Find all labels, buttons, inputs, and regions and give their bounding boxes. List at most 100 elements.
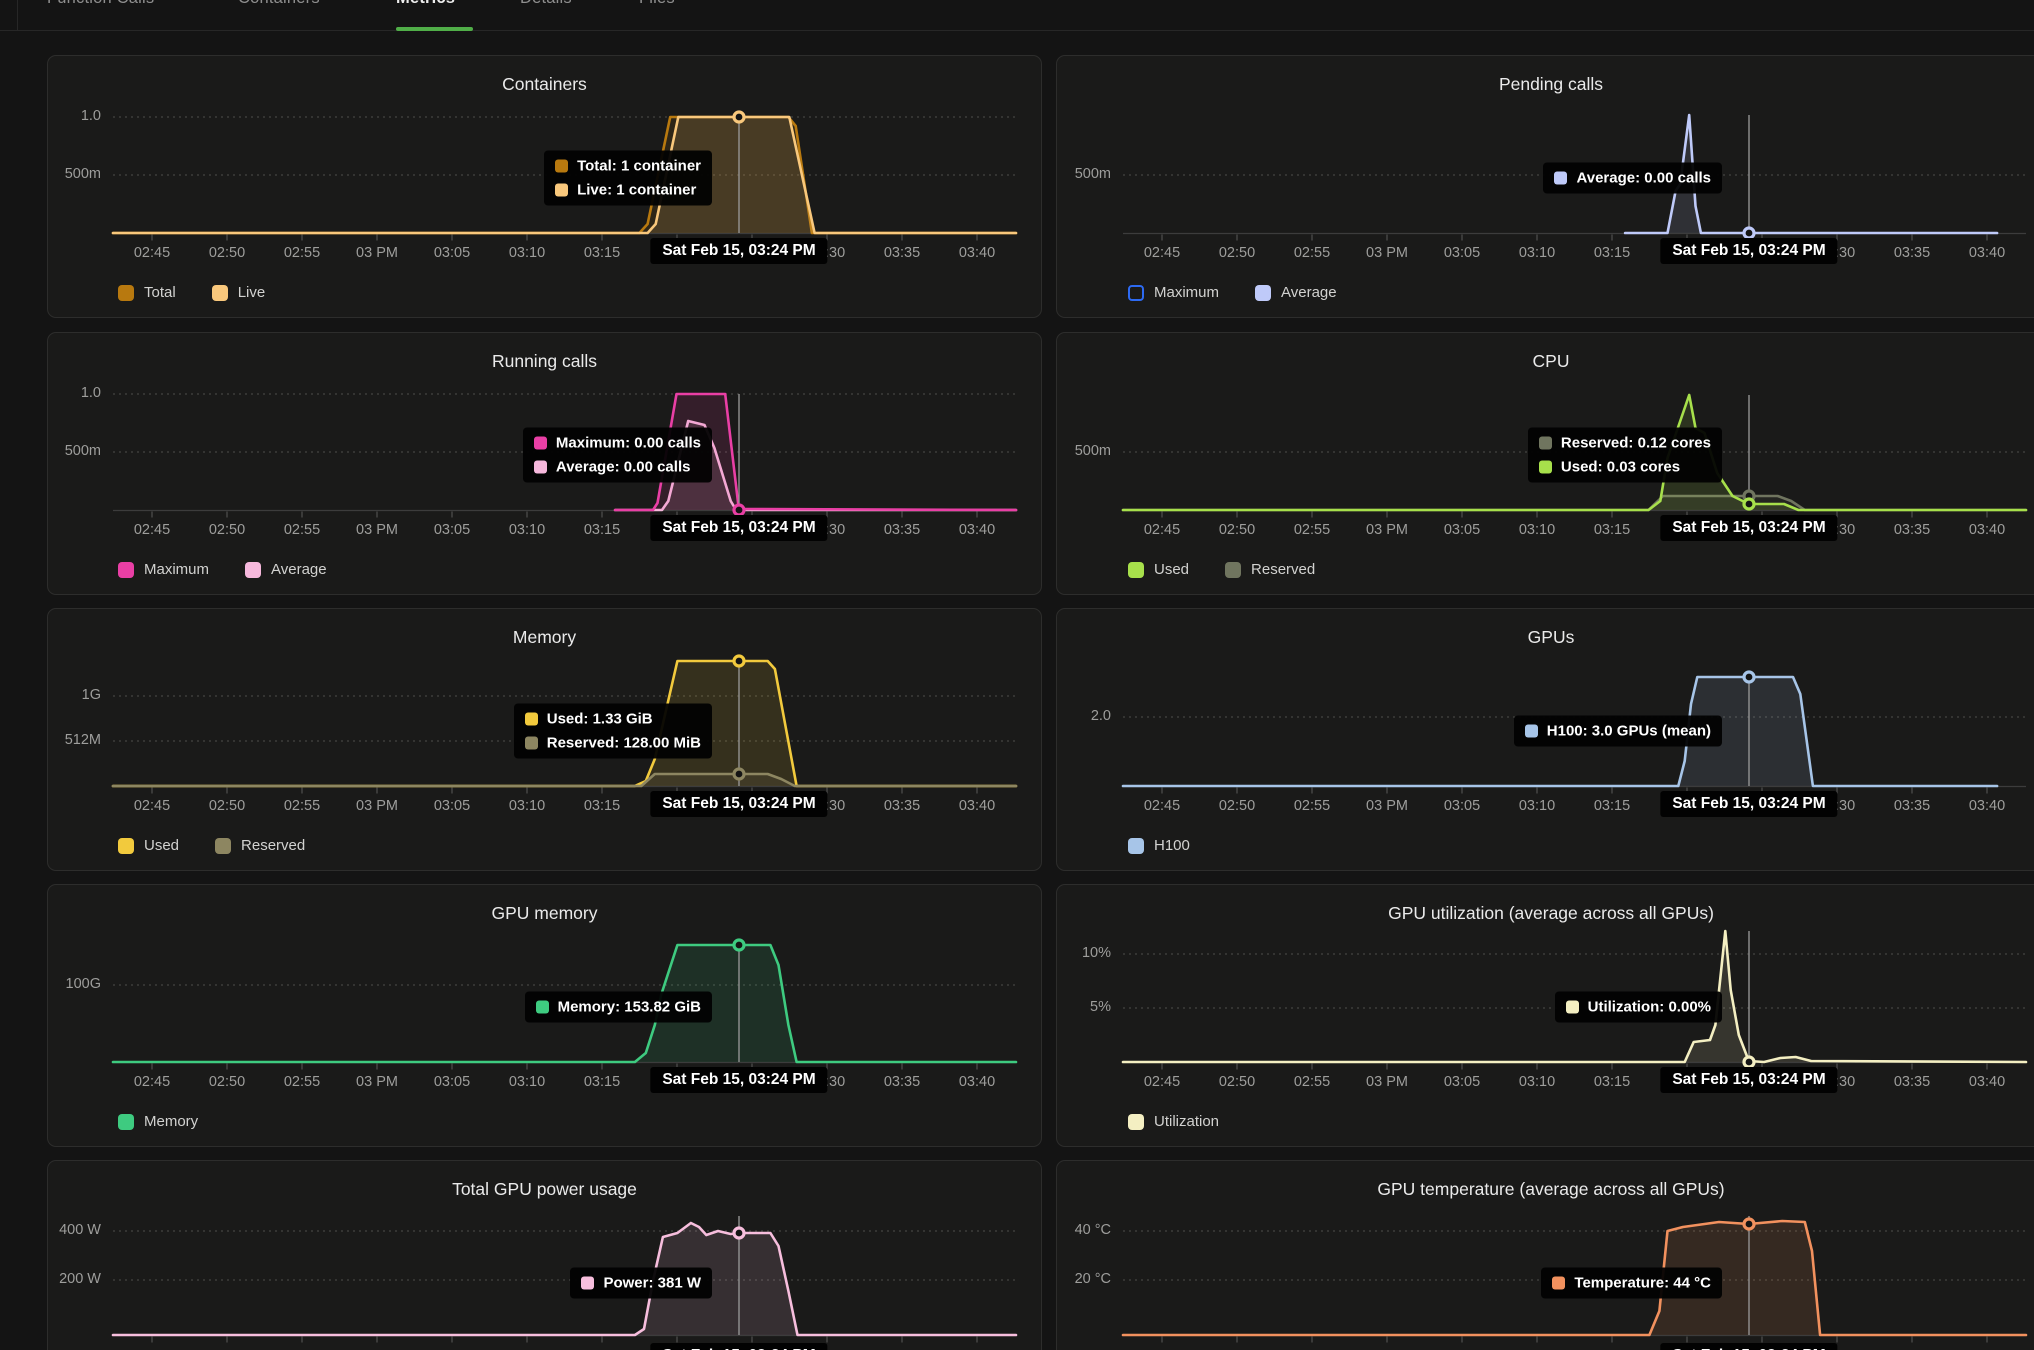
date-tooltip: Sat Feb 15, 03:24 PM	[650, 1067, 828, 1093]
x-tick-label: 03:35	[883, 245, 921, 261]
legend-swatch	[215, 837, 232, 854]
chart-legend: Maximum Average	[118, 561, 327, 578]
legend-item-average[interactable]: Average	[1255, 284, 1337, 301]
x-tick-label: 03:05	[1443, 1074, 1481, 1090]
legend-label: Reserved	[1251, 561, 1316, 578]
x-tick-label: 02:45	[133, 522, 171, 538]
legend-item-utilization[interactable]: Utilization	[1128, 1113, 1219, 1130]
tooltip-row: Average: 0.00 calls	[1554, 170, 1711, 187]
x-tick-label: 03:15	[1593, 1074, 1631, 1090]
chart-panel-cpu: CPU 500m 02:45 02:50 02:55 03 PM 03:05 03:10 03:…	[1056, 332, 2034, 595]
chart-plot-area[interactable]	[1057, 885, 2034, 1148]
x-tick-label: 03:05	[1443, 798, 1481, 814]
x-tick-label: 02:50	[1218, 798, 1256, 814]
tooltip-swatch	[1538, 460, 1552, 474]
x-tick-label: 02:55	[283, 522, 321, 538]
tooltip-row: Maximum: 0.00 calls	[533, 435, 701, 452]
hover-tooltip: Temperature: 44 °C	[1541, 1267, 1722, 1299]
x-tick-label: 02:50	[208, 798, 246, 814]
x-tick-label: 03:15	[1593, 798, 1631, 814]
x-tick-label: 02:50	[1218, 522, 1256, 538]
tooltip-row: Average: 0.00 calls	[533, 459, 701, 476]
tooltip-swatch	[524, 736, 538, 750]
hover-marker	[732, 654, 746, 668]
legend-item-h100[interactable]: H100	[1128, 837, 1190, 854]
x-tick-label: 02:50	[208, 1074, 246, 1090]
tooltip-row: Total: 1 container	[555, 158, 701, 175]
legend-swatch	[245, 561, 262, 578]
tooltip-value: Reserved: 128.00 MiB	[546, 734, 701, 752]
hover-marker	[732, 110, 746, 124]
tooltip-swatch	[555, 159, 569, 173]
legend-item-reserved[interactable]: Reserved	[1225, 561, 1315, 578]
tooltip-row: Reserved: 0.12 cores	[1538, 435, 1711, 452]
tooltip-row: Memory: 153.82 GiB	[535, 999, 701, 1016]
y-tick-label: 10%	[1081, 945, 1111, 961]
x-tick-label: 03:35	[883, 798, 921, 814]
chart-legend: Utilization	[1128, 1113, 1219, 1130]
hover-tooltip: Total: 1 container Live: 1 container	[544, 150, 712, 206]
legend-label: Live	[237, 284, 266, 301]
legend-item-memory[interactable]: Memory	[118, 1113, 198, 1130]
chart-plot-area[interactable]	[48, 56, 1043, 319]
y-tick-label: 400 W	[59, 1222, 101, 1238]
legend-item-total[interactable]: Total	[118, 284, 176, 301]
chart-title: Containers	[502, 74, 587, 94]
chart-panel-memory: Memory 1G 512M 02:45 02:50 02:55 03 PM 03:05 03:…	[47, 608, 1042, 871]
x-tick-label: 03:35	[1893, 245, 1931, 261]
y-tick-label: 5%	[1090, 999, 1111, 1015]
chart-legend: Used Reserved	[1128, 561, 1315, 578]
tab-function-calls[interactable]: Function Calls	[47, 0, 154, 8]
chart-panel-running-calls: Running calls 1.0 500m 02:45 02:50 02:55 03 PM…	[47, 332, 1042, 595]
legend-label: Maximum	[1154, 284, 1220, 301]
x-tick-label: 02:45	[1143, 522, 1181, 538]
legend-item-reserved[interactable]: Reserved	[215, 837, 305, 854]
legend-label: Utilization	[1154, 1113, 1220, 1130]
hover-marker	[1742, 670, 1756, 684]
tooltip-swatch	[1524, 724, 1538, 738]
series-fill-average	[615, 421, 1016, 510]
x-tick-label: 03:35	[1893, 522, 1931, 538]
chart-plot-area[interactable]	[48, 885, 1043, 1148]
chart-plot-area[interactable]	[48, 1161, 1043, 1350]
legend-label: Average	[1281, 284, 1337, 301]
legend-label: H100	[1154, 837, 1190, 854]
x-tick-label: 03:05	[433, 245, 471, 261]
chart-panel-gpu-utilization: GPU utilization (average across all GPUs…	[1056, 884, 2034, 1147]
active-tab-underline	[396, 27, 473, 31]
date-tooltip: Sat Feb 15, 03:24 PM	[1660, 1067, 1838, 1093]
tab-details[interactable]: Details	[520, 0, 572, 8]
x-tick-label: 03 PM	[356, 245, 398, 261]
tooltip-row: Used: 1.33 GiB	[524, 711, 701, 728]
chart-title: CPU	[1532, 351, 1570, 371]
x-tick-label: 03 PM	[356, 522, 398, 538]
legend-item-live[interactable]: Live	[211, 284, 266, 301]
legend-item-maximum[interactable]: Maximum	[118, 561, 209, 578]
legend-item-average[interactable]: Average	[245, 561, 327, 578]
date-tooltip: Sat Feb 15, 03:24 PM	[1660, 515, 1838, 541]
tooltip-row: Utilization: 0.00%	[1565, 999, 1711, 1016]
x-tick-label: 02:55	[283, 1074, 321, 1090]
legend-label: Memory	[144, 1113, 199, 1130]
chart-title: GPU temperature (average across all GPUs…	[1377, 1179, 1725, 1199]
y-tick-label: 20 °C	[1074, 1271, 1111, 1287]
tooltip-value: Power: 381 W	[603, 1274, 701, 1292]
legend-item-used[interactable]: Used	[118, 837, 179, 854]
tab-files[interactable]: Files	[639, 0, 675, 8]
tooltip-row: H100: 3.0 GPUs (mean)	[1524, 723, 1711, 740]
chart-plot-area[interactable]	[1057, 1161, 2034, 1350]
legend-label: Total	[144, 284, 176, 301]
x-tick-label: 03:40	[1968, 798, 2006, 814]
tooltip-value: Average: 0.00 calls	[1576, 169, 1711, 187]
tab-metrics[interactable]: Metrics	[396, 0, 455, 8]
series-line-memory	[111, 943, 1018, 1064]
x-tick-label: 02:55	[1293, 522, 1331, 538]
tab-containers[interactable]: Containers	[238, 0, 320, 8]
x-tick-label: 03:15	[583, 522, 621, 538]
x-tick-label: 03:10	[1518, 245, 1556, 261]
series-line-reserved	[1121, 494, 2028, 512]
legend-item-maximum[interactable]: Maximum	[1128, 284, 1219, 301]
y-tick-label: 500m	[64, 166, 101, 182]
legend-item-used[interactable]: Used	[1128, 561, 1189, 578]
